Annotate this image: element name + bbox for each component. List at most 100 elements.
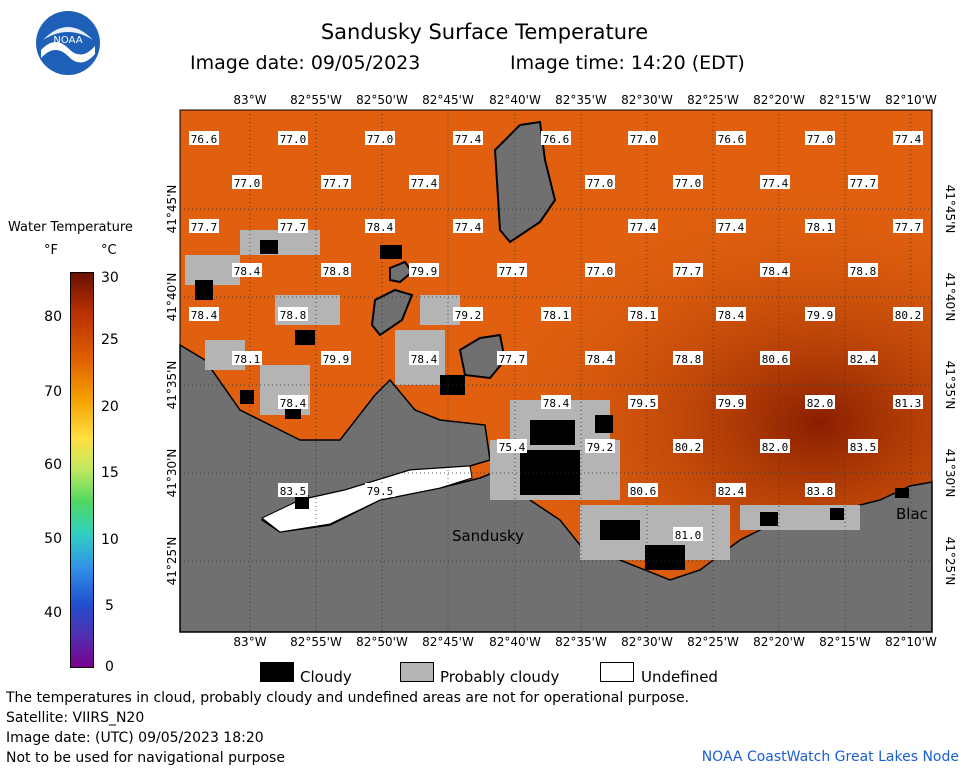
f-tick: 80 [44,309,62,325]
temperature-label-bg [321,263,351,277]
temperature-label: 77.0 [587,177,614,190]
legend-fahrenheit-unit: °F [44,243,58,258]
temperature-label-bg [409,263,439,277]
temperature-label-bg [278,483,308,497]
temperature-label: 77.4 [630,221,657,234]
page-title: Sandusky Surface Temperature [320,20,649,44]
lon-label: 82°45'W [422,635,474,649]
temperature-label-bg [453,131,483,145]
temperature-label: 79.2 [455,309,482,322]
logo-text: NOAA [53,35,82,46]
temperature-label-bg [321,175,351,189]
temperature-label: 77.7 [499,265,526,278]
temperature-label-bg [716,131,746,145]
lat-label: 41°35'N [943,361,957,410]
temperature-label: 78.4 [191,309,218,322]
place-label-sandusky: Sandusky [452,527,524,545]
temperature-label-bg [497,351,527,365]
temperature-label-bg [409,351,439,365]
temperature-label-bg [497,263,527,277]
temperature-label-bg [760,439,790,453]
temperature-label-bg [716,307,746,321]
temperature-label-bg [278,131,308,145]
temperature-label: 77.0 [587,265,614,278]
lon-label: 82°35'W [555,93,607,107]
lat-label: 41°40'N [943,273,957,322]
temperature-label-bg [278,307,308,321]
temperature-label-bg [585,439,615,453]
temperature-label: 77.4 [762,177,789,190]
temperature-label-bg [585,175,615,189]
temperature-label-bg [848,439,878,453]
lon-label: 82°15'W [819,635,871,649]
lon-label: 82°10'W [885,635,937,649]
cloudy-key-swatch [260,662,294,682]
temperature-label-bg [893,307,923,321]
cloudy-key-label: Cloudy [300,668,352,686]
temperature-label-bg [189,131,219,145]
temperature-label: 77.0 [675,177,702,190]
temperature-label: 78.4 [762,265,789,278]
lon-label: 82°25'W [687,93,739,107]
lon-label: 82°50'W [356,635,408,649]
place-label-blac: Blac [896,505,928,523]
temperature-label: 77.0 [280,133,307,146]
temperature-label: 82.0 [762,441,789,454]
lat-label: 41°45'N [165,185,179,234]
temperature-label: 79.2 [587,441,614,454]
temperature-label-bg [848,175,878,189]
utc-date-text: Image date: (UTC) 09/05/2023 18:20 [6,730,264,746]
lat-label: 41°30'N [165,449,179,498]
temperature-label: 77.0 [367,133,394,146]
lon-label: 82°35'W [555,635,607,649]
temperature-label: 79.5 [630,397,657,410]
legend-title: Water Temperature [8,220,133,235]
temperature-label: 77.7 [850,177,877,190]
temperature-label: 82.4 [850,353,877,366]
temperature-label-bg [278,395,308,409]
temperature-label-bg [893,219,923,233]
temperature-label: 78.4 [234,265,261,278]
lon-label: 82°45'W [422,93,474,107]
temperature-label-bg [673,351,703,365]
temperature-label-bg [453,307,483,321]
c-tick: 0 [105,659,114,675]
temperature-label-bg [541,395,571,409]
island-north [493,120,557,244]
temperature-label: 77.0 [807,133,834,146]
temperature-label-bg [893,131,923,145]
temperature-label-bg [673,527,703,541]
temperature-label: 78.4 [367,221,394,234]
map-frame [179,109,933,633]
f-tick: 60 [44,457,62,473]
temperature-label-bg [232,263,262,277]
lon-label: 82°15'W [819,93,871,107]
lat-label: 41°35'N [165,361,179,410]
lon-label: 82°55'W [290,635,342,649]
temperature-label-bg [848,263,878,277]
temperature-label: 78.4 [280,397,307,410]
temperature-label: 80.2 [895,309,922,322]
temperature-label: 78.8 [850,265,877,278]
probably-cloudy-key-label: Probably cloudy [440,668,560,686]
image-date: Image date: 09/05/2023 [190,52,421,74]
lon-label: 82°50'W [356,93,408,107]
disclaimer-text: The temperatures in cloud, probably clou… [6,690,690,706]
temperature-label: 77.0 [234,177,261,190]
temperature-label: 80.2 [675,441,702,454]
c-tick: 15 [101,465,119,481]
temperature-label: 77.7 [895,221,922,234]
temperature-label-bg [278,219,308,233]
temperature-label: 77.0 [630,133,657,146]
temperature-label: 75.4 [499,441,526,454]
island-small [389,260,414,284]
temperature-label: 83.5 [850,441,877,454]
undefined-key-label: Undefined [641,668,718,686]
temperature-label: 79.9 [323,353,350,366]
temperature-label: 77.4 [455,133,482,146]
temperature-label-bg [541,307,571,321]
lon-label: 83°W [233,635,266,649]
temperature-label: 78.1 [543,309,570,322]
lon-label: 82°10'W [885,93,937,107]
temperature-label: 77.4 [718,221,745,234]
